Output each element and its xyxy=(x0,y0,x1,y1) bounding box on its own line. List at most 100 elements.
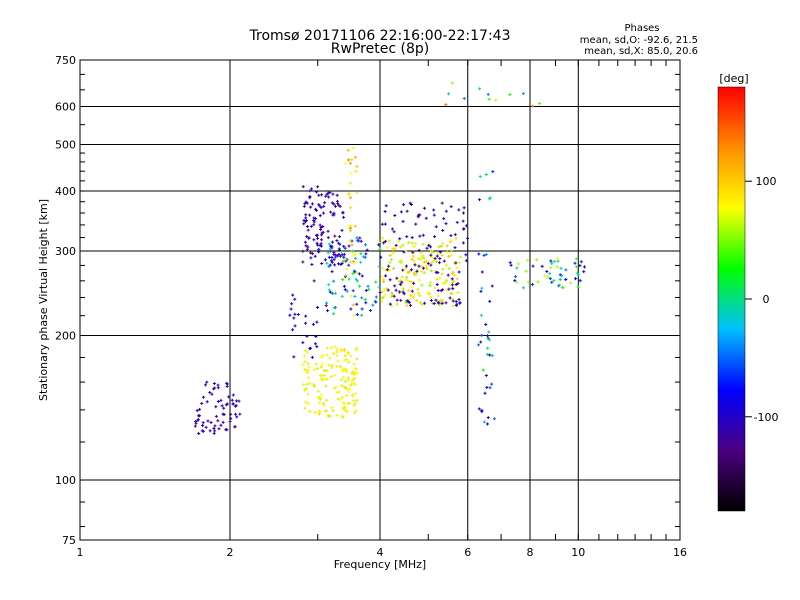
data-point xyxy=(564,268,568,272)
data-point xyxy=(340,249,344,253)
data-point xyxy=(371,303,375,307)
y-tick-label: 600 xyxy=(55,101,76,114)
data-point xyxy=(422,206,426,210)
data-point xyxy=(378,291,382,295)
data-point xyxy=(439,250,443,254)
data-point xyxy=(321,211,325,215)
data-point xyxy=(444,209,448,213)
data-point xyxy=(335,193,339,197)
data-point xyxy=(216,383,220,387)
data-point xyxy=(347,192,351,196)
data-point xyxy=(334,385,338,389)
data-point xyxy=(429,298,433,302)
data-point xyxy=(305,334,309,338)
data-point xyxy=(312,279,316,283)
data-point xyxy=(479,313,483,317)
data-point xyxy=(451,299,455,303)
data-point xyxy=(342,358,346,362)
data-point xyxy=(349,307,353,311)
data-point xyxy=(304,213,308,217)
data-point xyxy=(420,254,424,258)
data-point xyxy=(386,288,390,292)
x-tick-label: 4 xyxy=(377,546,384,559)
data-point xyxy=(327,242,331,246)
data-point xyxy=(235,415,239,419)
data-point xyxy=(409,294,413,298)
data-point xyxy=(435,283,439,287)
data-point xyxy=(310,355,314,359)
data-point xyxy=(531,104,535,108)
data-point xyxy=(308,213,312,217)
colorbar-ticks: 100 0 -100 xyxy=(745,175,778,424)
data-point xyxy=(446,273,450,277)
data-point xyxy=(429,253,433,257)
data-point xyxy=(441,228,445,232)
data-point xyxy=(380,296,384,300)
data-point xyxy=(425,263,429,267)
data-point xyxy=(234,404,238,408)
data-point xyxy=(303,240,307,244)
data-point xyxy=(329,346,333,350)
data-point xyxy=(329,244,333,248)
data-point xyxy=(399,298,403,302)
data-point xyxy=(456,291,460,295)
data-point xyxy=(305,234,309,238)
data-point xyxy=(548,272,552,276)
data-point xyxy=(288,313,292,317)
data-point xyxy=(320,378,324,382)
data-point xyxy=(410,236,414,240)
data-point xyxy=(484,374,488,378)
data-point xyxy=(488,197,492,201)
data-point xyxy=(366,284,370,288)
data-point xyxy=(350,158,354,162)
data-point xyxy=(313,410,317,414)
data-point xyxy=(351,393,355,397)
data-point xyxy=(227,395,231,399)
data-point xyxy=(515,266,519,270)
data-point xyxy=(415,298,419,302)
data-point xyxy=(457,261,461,265)
data-point xyxy=(455,220,459,224)
data-point xyxy=(325,369,329,373)
data-point xyxy=(202,395,206,399)
data-point xyxy=(354,409,358,413)
data-point xyxy=(318,223,322,227)
data-point xyxy=(449,205,453,209)
data-point xyxy=(323,377,327,381)
data-point xyxy=(198,407,202,411)
data-point xyxy=(401,219,405,223)
data-point xyxy=(578,279,582,283)
data-point xyxy=(440,201,444,205)
data-point xyxy=(417,278,421,282)
data-point xyxy=(209,420,213,424)
data-point xyxy=(396,239,400,243)
data-point xyxy=(435,254,439,258)
data-point xyxy=(454,282,458,286)
data-point xyxy=(335,354,339,358)
data-point xyxy=(324,301,328,305)
data-point xyxy=(417,257,421,261)
data-point xyxy=(322,204,326,208)
data-point xyxy=(220,404,224,408)
data-point xyxy=(442,259,446,263)
data-point xyxy=(369,309,373,313)
data-point xyxy=(328,356,332,360)
data-point xyxy=(339,347,343,351)
data-point xyxy=(327,195,331,199)
data-point xyxy=(319,365,323,369)
data-point xyxy=(304,314,308,318)
data-point xyxy=(305,201,309,205)
data-point xyxy=(441,288,445,292)
data-point xyxy=(328,290,332,294)
data-point xyxy=(321,224,325,228)
data-point xyxy=(344,386,348,390)
data-point xyxy=(412,295,416,299)
data-point xyxy=(350,379,354,383)
data-point xyxy=(439,299,443,303)
data-point xyxy=(451,304,455,308)
data-point xyxy=(222,406,226,410)
data-point xyxy=(417,264,421,268)
data-point xyxy=(431,259,435,263)
grid-lines xyxy=(80,60,680,540)
